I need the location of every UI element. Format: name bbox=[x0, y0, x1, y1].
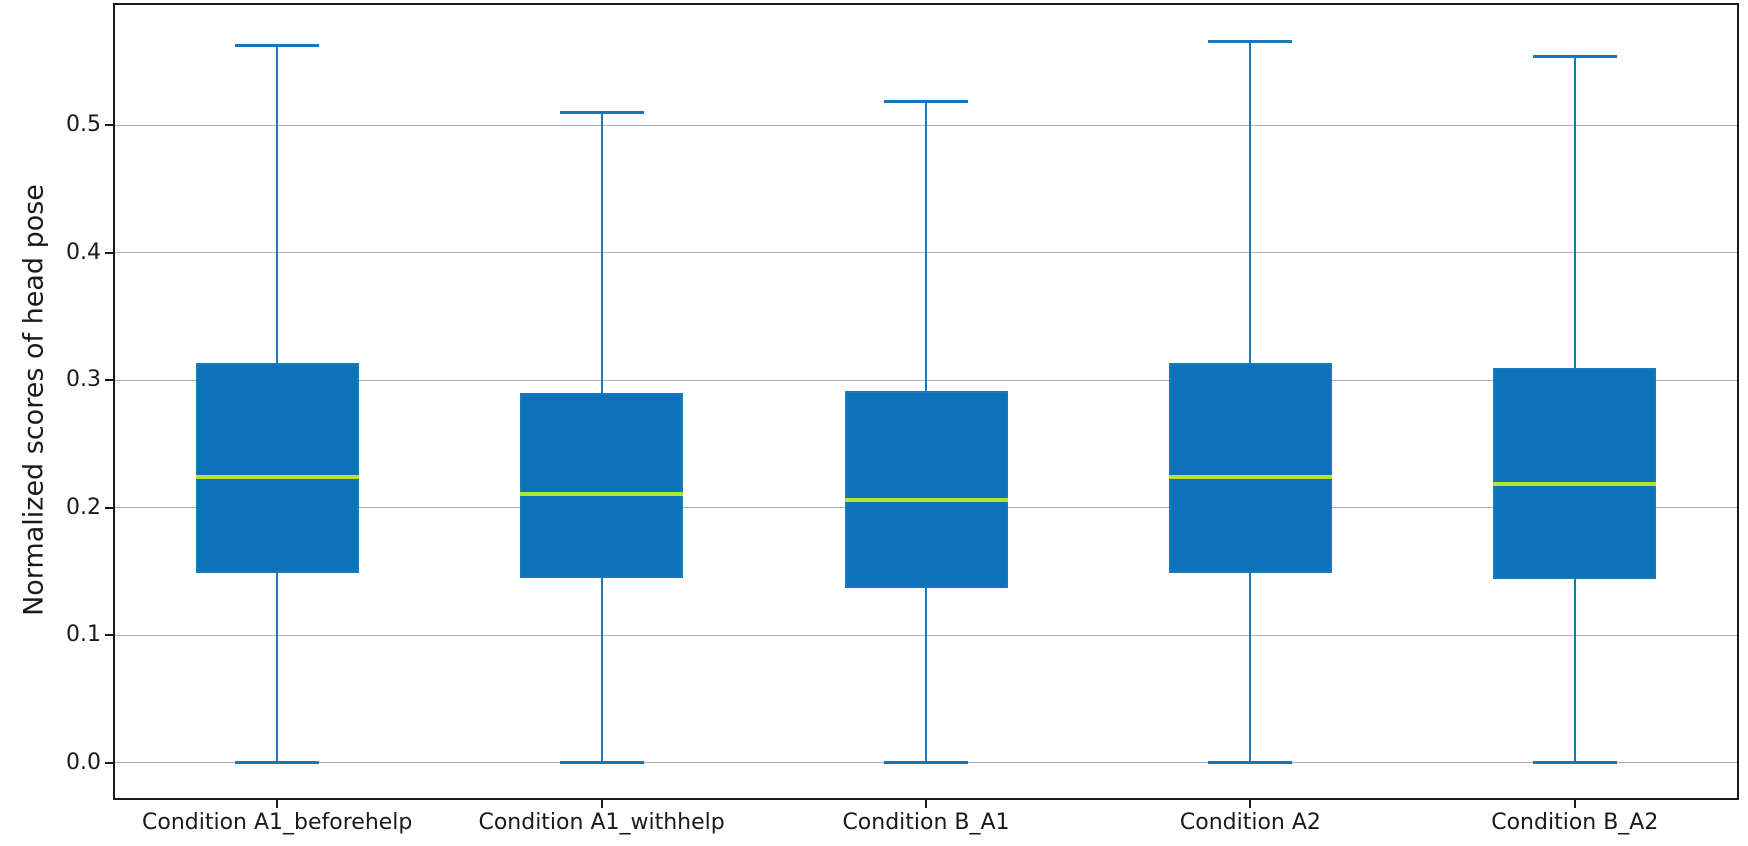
x-tick-label: Condition A2 bbox=[1179, 810, 1321, 835]
y-tick-mark bbox=[105, 251, 115, 254]
upper-whisker bbox=[925, 101, 927, 391]
y-tick-label: 0.1 bbox=[66, 622, 101, 648]
upper-whisker-cap bbox=[884, 99, 968, 103]
median-line bbox=[1168, 475, 1332, 480]
y-tick-label: 0.3 bbox=[66, 367, 101, 393]
x-tick-mark bbox=[1249, 798, 1252, 808]
median-line bbox=[520, 491, 684, 496]
upper-whisker-cap bbox=[1208, 39, 1293, 43]
boxplot-box bbox=[844, 390, 1008, 589]
median-line bbox=[1493, 481, 1657, 486]
median-line bbox=[844, 498, 1008, 503]
x-tick-mark bbox=[925, 798, 927, 808]
y-tick-label: 0.5 bbox=[66, 112, 101, 138]
upper-whisker-cap bbox=[1532, 55, 1617, 59]
upper-whisker bbox=[600, 112, 603, 394]
lower-whisker bbox=[276, 572, 279, 763]
x-tick-label: Condition A1_withhelp bbox=[478, 810, 725, 835]
lower-whisker bbox=[600, 578, 603, 763]
x-tick-mark bbox=[1573, 798, 1576, 808]
y-tick-label: 0.2 bbox=[66, 494, 101, 520]
y-tick-label: 0.0 bbox=[66, 749, 101, 775]
x-tick-mark bbox=[276, 798, 279, 808]
boxplot-box bbox=[1168, 362, 1332, 573]
y-tick-mark bbox=[105, 506, 115, 509]
lower-whisker bbox=[1573, 579, 1576, 763]
lower-whisker-cap bbox=[884, 761, 968, 765]
x-tick-mark bbox=[600, 798, 603, 808]
upper-whisker-cap bbox=[559, 111, 644, 115]
y-tick-mark bbox=[105, 124, 115, 127]
median-line bbox=[195, 475, 359, 480]
lower-whisker bbox=[1249, 572, 1252, 763]
y-tick-mark bbox=[105, 761, 115, 764]
lower-whisker bbox=[925, 588, 927, 763]
upper-whisker bbox=[276, 45, 279, 363]
boxplot-box bbox=[520, 393, 684, 579]
boxplot-box bbox=[195, 362, 359, 573]
y-tick-mark bbox=[105, 634, 115, 637]
x-tick-label: Condition B_A1 bbox=[842, 810, 1010, 835]
lower-whisker-cap bbox=[1208, 761, 1293, 765]
lower-whisker-cap bbox=[559, 761, 644, 765]
upper-whisker bbox=[1573, 56, 1576, 368]
x-tick-label: Condition A1_beforehelp bbox=[141, 810, 413, 835]
boxplot-box bbox=[1493, 367, 1657, 580]
lower-whisker-cap bbox=[235, 761, 320, 765]
upper-whisker bbox=[1249, 41, 1252, 363]
y-tick-mark bbox=[105, 379, 115, 382]
x-tick-label: Condition B_A2 bbox=[1491, 810, 1659, 835]
plot-area bbox=[113, 3, 1739, 800]
upper-whisker-cap bbox=[235, 43, 320, 47]
y-tick-label: 0.4 bbox=[66, 239, 101, 265]
lower-whisker-cap bbox=[1532, 761, 1617, 765]
